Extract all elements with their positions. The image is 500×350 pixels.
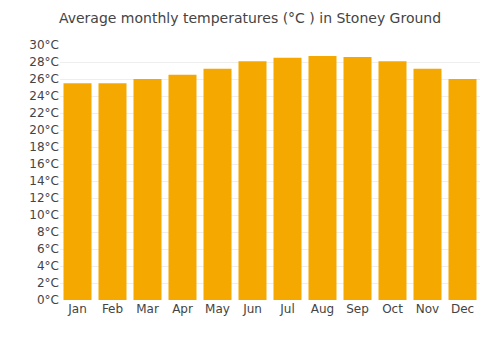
svg-text:2°C: 2°C (37, 276, 59, 290)
svg-text:18°C: 18°C (29, 140, 59, 154)
svg-text:16°C: 16°C (29, 157, 59, 171)
svg-text:14°C: 14°C (29, 174, 59, 188)
svg-text:Jan: Jan (67, 302, 87, 316)
svg-text:26°C: 26°C (29, 72, 59, 86)
svg-text:Aug: Aug (311, 302, 334, 316)
svg-text:Mar: Mar (136, 302, 159, 316)
svg-text:12°C: 12°C (29, 191, 59, 205)
svg-text:Nov: Nov (416, 302, 439, 316)
svg-text:Average monthly temperatures (: Average monthly temperatures (°C ) in St… (59, 10, 441, 26)
svg-text:6°C: 6°C (37, 242, 59, 256)
svg-text:20°C: 20°C (29, 123, 59, 137)
svg-text:Dec: Dec (451, 302, 474, 316)
svg-text:May: May (205, 302, 230, 316)
svg-text:10°C: 10°C (29, 208, 59, 222)
svg-text:Oct: Oct (382, 302, 403, 316)
svg-text:0°C: 0°C (37, 293, 59, 307)
svg-text:Jul: Jul (279, 302, 294, 316)
svg-text:Jun: Jun (242, 302, 262, 316)
svg-text:Feb: Feb (102, 302, 123, 316)
svg-text:Sep: Sep (346, 302, 369, 316)
svg-text:8°C: 8°C (37, 225, 59, 239)
svg-text:28°C: 28°C (29, 55, 59, 69)
svg-text:24°C: 24°C (29, 89, 59, 103)
svg-text:4°C: 4°C (37, 259, 59, 273)
svg-text:30°C: 30°C (29, 38, 59, 52)
svg-text:22°C: 22°C (29, 106, 59, 120)
svg-text:Apr: Apr (172, 302, 193, 316)
